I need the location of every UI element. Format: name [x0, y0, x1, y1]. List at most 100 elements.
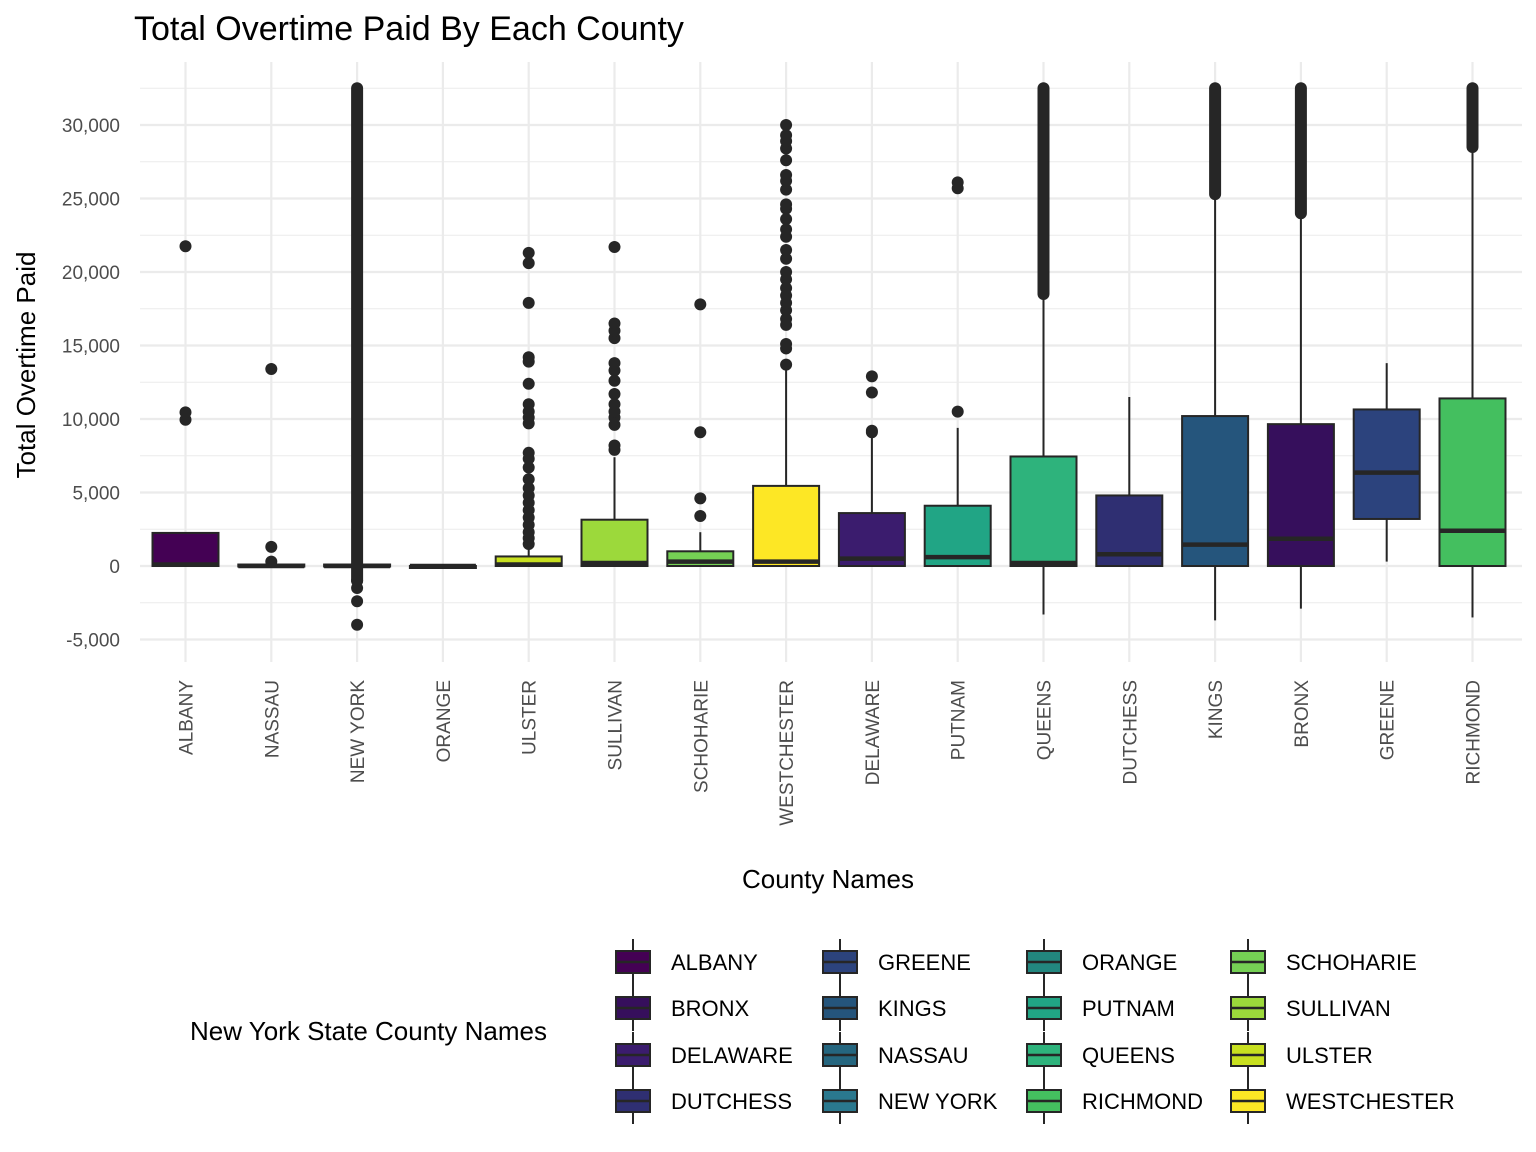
grid-lines — [140, 62, 1522, 662]
legend-item-ulster: ULSTER — [1230, 1032, 1373, 1078]
outlier-point — [522, 473, 535, 486]
legend-item-delaware: DELAWARE — [615, 1032, 793, 1078]
outlier-point — [780, 183, 793, 196]
y-axis-title: Total Overtime Paid — [11, 252, 41, 479]
outlier-band — [1466, 82, 1479, 154]
legend-item-orange: ORANGE — [1026, 939, 1177, 985]
outlier-point — [522, 351, 535, 364]
legend-label: QUEENS — [1082, 1043, 1175, 1068]
box-greene — [1352, 363, 1421, 562]
legend-label: DELAWARE — [671, 1043, 793, 1068]
box-bronx — [1266, 82, 1335, 609]
outlier-point — [780, 338, 793, 351]
outlier-band — [1209, 82, 1222, 201]
legend-label: BRONX — [671, 996, 750, 1021]
x-tick-label: GREENE — [1378, 680, 1399, 760]
outlier-point — [780, 266, 793, 278]
y-tick-label: 15,000 — [62, 337, 120, 358]
y-tick-label: 25,000 — [62, 190, 120, 211]
box-delaware — [837, 370, 906, 568]
legend-label: KINGS — [878, 996, 946, 1021]
outlier-point — [694, 426, 707, 439]
x-tick-label: ULSTER — [520, 680, 541, 755]
box-body — [151, 531, 220, 567]
outlier-point — [780, 168, 793, 181]
y-tick-label: 10,000 — [62, 410, 120, 431]
outlier-band — [1294, 82, 1307, 220]
box-body — [1438, 397, 1507, 568]
box-body — [1352, 408, 1421, 520]
x-axis-title: County Names — [742, 864, 914, 894]
outlier-point — [780, 223, 793, 236]
box-schoharie — [666, 298, 735, 567]
legend-label: SCHOHARIE — [1286, 950, 1417, 975]
legend-label: ORANGE — [1082, 950, 1177, 975]
outlier-point — [522, 246, 535, 259]
outlier-point — [608, 388, 621, 401]
legend-label: PUTNAM — [1082, 996, 1175, 1021]
x-tick-label: WESTCHESTER — [777, 680, 798, 826]
x-axis-ticks: ALBANY NASSAU NEW YORK ORANGE ULSTER SULLIVAN… — [177, 680, 1485, 826]
outlier-point — [351, 595, 364, 608]
outlier-point — [608, 357, 621, 370]
outlier-point — [522, 377, 535, 390]
outlier-point — [951, 405, 964, 418]
legend-label: ULSTER — [1286, 1043, 1373, 1068]
outlier-point — [179, 406, 192, 419]
outlier-point — [351, 582, 364, 595]
outlier-point — [780, 119, 793, 131]
outlier-point — [522, 296, 535, 309]
outlier-point — [608, 398, 621, 411]
x-tick-label: SCHOHARIE — [691, 680, 712, 793]
outlier-band — [1037, 82, 1050, 301]
x-tick-label: NEW YORK — [348, 680, 369, 783]
legend-label: WESTCHESTER — [1286, 1089, 1455, 1114]
x-tick-label: KINGS — [1206, 680, 1227, 739]
outlier-point — [694, 298, 707, 311]
legend-item-schoharie: SCHOHARIE — [1230, 939, 1417, 985]
legend-item-putnam: PUTNAM — [1026, 985, 1175, 1031]
outlier-point — [608, 317, 621, 330]
outlier-band — [351, 82, 364, 587]
x-tick-label: QUEENS — [1035, 680, 1056, 760]
box-body — [1181, 415, 1250, 567]
legend-item-dutchess: DUTCHESS — [615, 1078, 792, 1124]
legend-item-bronx: BRONX — [615, 985, 750, 1031]
outlier-point — [265, 540, 278, 553]
legend-label: NEW YORK — [878, 1089, 998, 1114]
x-tick-label: ALBANY — [177, 680, 198, 755]
outlier-point — [780, 198, 793, 211]
y-tick-label: -5,000 — [66, 631, 120, 652]
outlier-point — [780, 129, 793, 142]
legend-item-queens: QUEENS — [1026, 1032, 1175, 1078]
x-tick-label: PUTNAM — [949, 680, 970, 760]
outlier-point — [265, 363, 278, 376]
legend: ALBANY BRONX DELAWARE DUTCHESS GREENE KINGS NA… — [615, 939, 1455, 1124]
y-tick-label: 30,000 — [62, 116, 120, 137]
box-body — [752, 484, 821, 568]
outlier-point — [179, 240, 192, 253]
legend-item-greene: GREENE — [822, 939, 971, 985]
x-tick-label: ORANGE — [434, 680, 455, 762]
legend-item-nassau: NASSAU — [822, 1032, 968, 1078]
outlier-point — [780, 313, 793, 326]
outlier-point — [351, 618, 364, 631]
outlier-point — [608, 439, 621, 452]
x-tick-label: BRONX — [1292, 680, 1313, 748]
y-tick-label: 20,000 — [62, 263, 120, 284]
y-tick-label: 5,000 — [72, 484, 120, 505]
outlier-point — [780, 252, 793, 265]
legend-item-westchester: WESTCHESTER — [1230, 1078, 1455, 1124]
legend-label: DUTCHESS — [671, 1089, 792, 1114]
box-ulster — [494, 246, 563, 568]
chart-title: Total Overtime Paid By Each County — [134, 10, 684, 48]
x-tick-label: DELAWARE — [863, 680, 884, 785]
outlier-point — [608, 374, 621, 387]
outlier-point — [865, 424, 878, 437]
legend-label: ALBANY — [671, 950, 758, 975]
x-tick-label: RICHMOND — [1464, 680, 1485, 785]
legend-label: SULLIVAN — [1286, 996, 1391, 1021]
box-albany — [151, 240, 220, 567]
outlier-point — [522, 482, 535, 495]
box-kings — [1181, 82, 1250, 621]
